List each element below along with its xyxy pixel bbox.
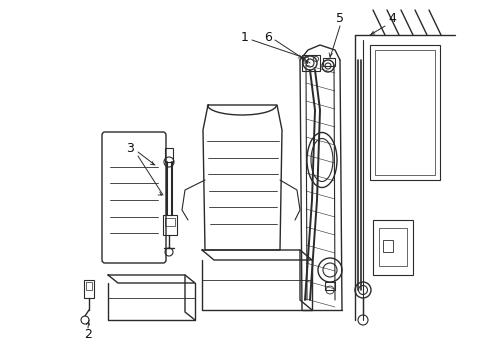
- Bar: [372, 220, 412, 275]
- Bar: [382, 240, 392, 252]
- Bar: [374, 50, 434, 175]
- Bar: [163, 215, 177, 235]
- Bar: [378, 228, 406, 266]
- Bar: [369, 45, 439, 180]
- Bar: [164, 218, 175, 226]
- Text: 1: 1: [241, 31, 248, 44]
- Bar: [164, 148, 173, 162]
- Text: 6: 6: [264, 31, 271, 44]
- Bar: [84, 280, 94, 298]
- Bar: [302, 55, 319, 71]
- Text: 2: 2: [84, 328, 92, 342]
- Bar: [86, 282, 92, 290]
- Text: 3: 3: [126, 141, 134, 154]
- Text: 4: 4: [387, 12, 395, 24]
- Text: 5: 5: [335, 12, 343, 24]
- Bar: [323, 58, 334, 66]
- Bar: [325, 282, 334, 290]
